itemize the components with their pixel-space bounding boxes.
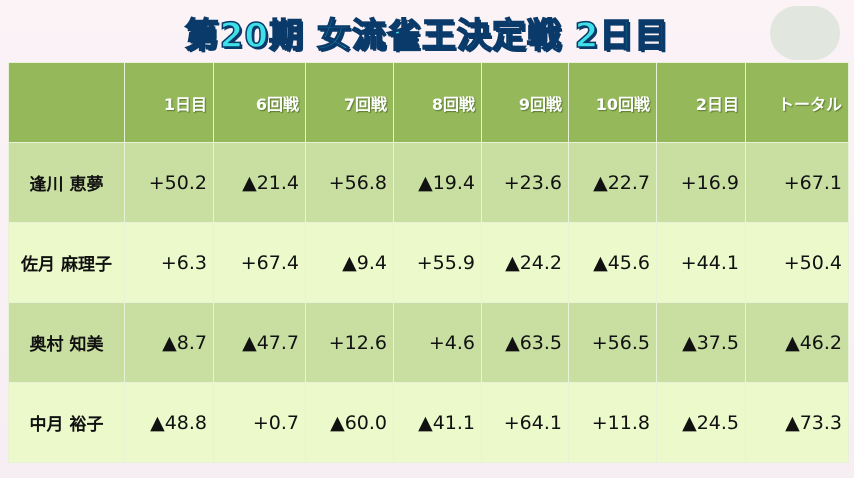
player-name: 佐月 麻理子 xyxy=(8,222,125,303)
player-row: 奥村 知美 ▲8.7 ▲47.7 +12.6 +4.6 ▲63.5 +56.5 ▲37.5 ▲4… xyxy=(8,302,849,383)
score-cell: +6.3 xyxy=(124,222,214,303)
score-cell: +16.9 xyxy=(656,142,746,223)
score-cell: +64.1 xyxy=(481,382,569,463)
player-name: 中月 裕子 xyxy=(8,382,125,463)
score-cell: +50.4 xyxy=(745,222,849,303)
corner-cell xyxy=(8,62,125,143)
score-cell: ▲60.0 xyxy=(305,382,394,463)
score-table: 1日目 6回戦 7回戦 8回戦 9回戦 10回戦 2日目 トータル 逢川 恵夢 +50.2 ▲21… xyxy=(8,62,849,463)
score-cell: ▲24.5 xyxy=(656,382,746,463)
score-cell: ▲22.7 xyxy=(568,142,657,223)
score-cell: ▲46.2 xyxy=(745,302,849,383)
score-cell: ▲45.6 xyxy=(568,222,657,303)
column-header: 8回戦 xyxy=(393,62,482,143)
column-header: トータル xyxy=(745,62,849,143)
logo xyxy=(770,6,840,60)
player-row: 佐月 麻理子 +6.3 +67.4 ▲9.4 +55.9 ▲24.2 ▲45.6 +44.1 +… xyxy=(8,222,849,303)
header-row: 1日目 6回戦 7回戦 8回戦 9回戦 10回戦 2日目 トータル xyxy=(8,62,849,143)
score-cell: +4.6 xyxy=(393,302,482,383)
score-cell: +55.9 xyxy=(393,222,482,303)
score-cell: +11.8 xyxy=(568,382,657,463)
column-header: 10回戦 xyxy=(568,62,657,143)
table-body: 逢川 恵夢 +50.2 ▲21.4 +56.8 ▲19.4 +23.6 ▲22.7 +16.9… xyxy=(8,142,849,463)
column-header: 2日目 xyxy=(656,62,746,143)
score-cell: ▲47.7 xyxy=(213,302,306,383)
score-cell: ▲48.8 xyxy=(124,382,214,463)
score-cell: ▲41.1 xyxy=(393,382,482,463)
score-cell: ▲19.4 xyxy=(393,142,482,223)
column-header: 1日目 xyxy=(124,62,214,143)
player-row: 逢川 恵夢 +50.2 ▲21.4 +56.8 ▲19.4 +23.6 ▲22.7 +16.9… xyxy=(8,142,849,223)
score-cell: ▲8.7 xyxy=(124,302,214,383)
column-header: 7回戦 xyxy=(305,62,394,143)
column-header: 9回戦 xyxy=(481,62,569,143)
column-header: 6回戦 xyxy=(213,62,306,143)
player-name: 奥村 知美 xyxy=(8,302,125,383)
score-cell: ▲73.3 xyxy=(745,382,849,463)
score-cell: +12.6 xyxy=(305,302,394,383)
score-cell: +50.2 xyxy=(124,142,214,223)
score-cell: ▲63.5 xyxy=(481,302,569,383)
score-cell: ▲24.2 xyxy=(481,222,569,303)
score-cell: ▲21.4 xyxy=(213,142,306,223)
score-cell: +67.1 xyxy=(745,142,849,223)
score-cell: +44.1 xyxy=(656,222,746,303)
player-name: 逢川 恵夢 xyxy=(8,142,125,223)
score-cell: +56.5 xyxy=(568,302,657,383)
title: 第20期 女流雀王決定戦 2日目 xyxy=(184,15,670,57)
score-cell: +56.8 xyxy=(305,142,394,223)
score-cell: +23.6 xyxy=(481,142,569,223)
score-cell: +67.4 xyxy=(213,222,306,303)
player-row: 中月 裕子 ▲48.8 +0.7 ▲60.0 ▲41.1 +64.1 +11.8 ▲24.5 ▲… xyxy=(8,382,849,463)
score-cell: ▲9.4 xyxy=(305,222,394,303)
score-cell: +0.7 xyxy=(213,382,306,463)
score-cell: ▲37.5 xyxy=(656,302,746,383)
